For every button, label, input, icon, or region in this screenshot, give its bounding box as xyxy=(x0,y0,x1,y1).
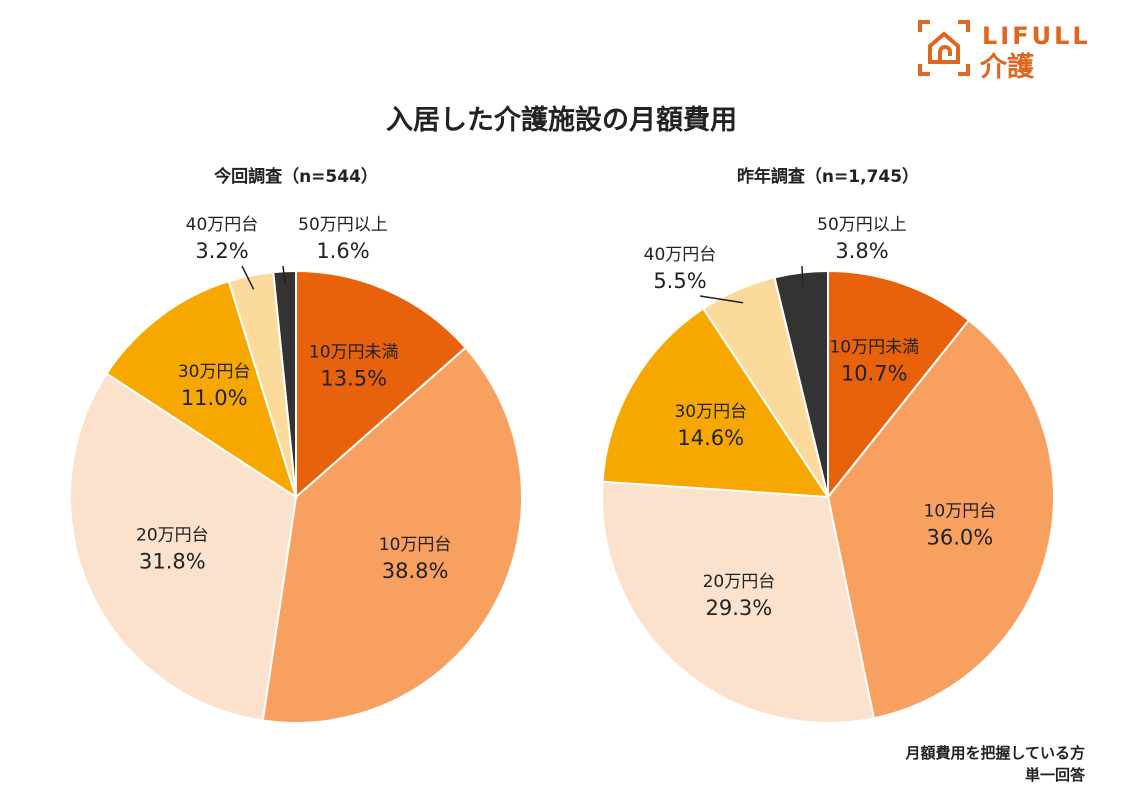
slice-value-label: 29.3% xyxy=(706,596,773,620)
leader-line xyxy=(801,265,804,287)
logo: LIFULL 介護 xyxy=(916,18,1106,83)
pie-slice-0 xyxy=(827,269,971,500)
slice-category-label: 10万円未満 xyxy=(829,338,919,358)
pie-slice-0 xyxy=(295,269,468,500)
leader-line xyxy=(241,265,255,290)
chart-title-previous: 昨年調査（n=1,745） xyxy=(736,167,920,187)
slice-category-label: 40万円台 xyxy=(186,215,259,235)
slice-value-label: 3.8% xyxy=(835,239,888,263)
slice-category-label: 30万円台 xyxy=(674,402,747,422)
slice-category-label: 20万円台 xyxy=(136,526,209,546)
slice-value-label: 38.8% xyxy=(382,559,449,583)
pie-slice-1 xyxy=(261,346,523,724)
slice-value-label: 1.6% xyxy=(316,239,369,263)
slice-category-label: 10万円未満 xyxy=(309,342,399,362)
pie-slice-2 xyxy=(601,480,876,724)
logo-brand: LIFULL xyxy=(982,22,1091,50)
slice-value-label: 14.6% xyxy=(677,426,744,450)
pie-slice-3 xyxy=(105,279,298,500)
slice-category-label: 40万円台 xyxy=(644,245,717,265)
slice-category-label: 50万円以上 xyxy=(298,215,388,235)
slice-category-label: 50万円以上 xyxy=(817,215,907,235)
slice-value-label: 3.2% xyxy=(195,239,248,263)
footnote-line2: 単一回答 xyxy=(1024,766,1085,784)
pie-slice-5 xyxy=(272,269,297,498)
footnote: 月額費用を把握している方 単一回答 xyxy=(905,742,1085,786)
slice-value-label: 10.7% xyxy=(841,362,908,386)
slice-category-label: 20万円台 xyxy=(703,572,776,592)
slice-category-label: 10万円台 xyxy=(379,535,452,555)
slice-value-label: 31.8% xyxy=(139,550,206,574)
chart-title-current: 今回調査（n=544） xyxy=(214,167,378,187)
leader-line xyxy=(699,295,744,304)
logo-mark-icon: LIFULL 介護 xyxy=(918,20,1091,83)
pie-slice-5 xyxy=(773,269,829,498)
pie-slice-1 xyxy=(826,318,1055,720)
logo-sub: 介護 xyxy=(979,51,1035,80)
footnote-line1: 月額費用を把握している方 xyxy=(905,744,1085,762)
slice-value-label: 11.0% xyxy=(181,386,248,410)
slice-value-label: 13.5% xyxy=(320,366,387,390)
pie-slice-3 xyxy=(601,307,830,499)
slice-category-label: 10万円台 xyxy=(924,501,997,521)
page-title: 入居した介護施設の月額費用 xyxy=(386,105,737,136)
slice-value-label: 5.5% xyxy=(653,269,706,293)
slice-value-label: 36.0% xyxy=(927,525,994,549)
leader-line xyxy=(282,265,287,286)
slice-category-label: 30万円台 xyxy=(178,362,251,382)
